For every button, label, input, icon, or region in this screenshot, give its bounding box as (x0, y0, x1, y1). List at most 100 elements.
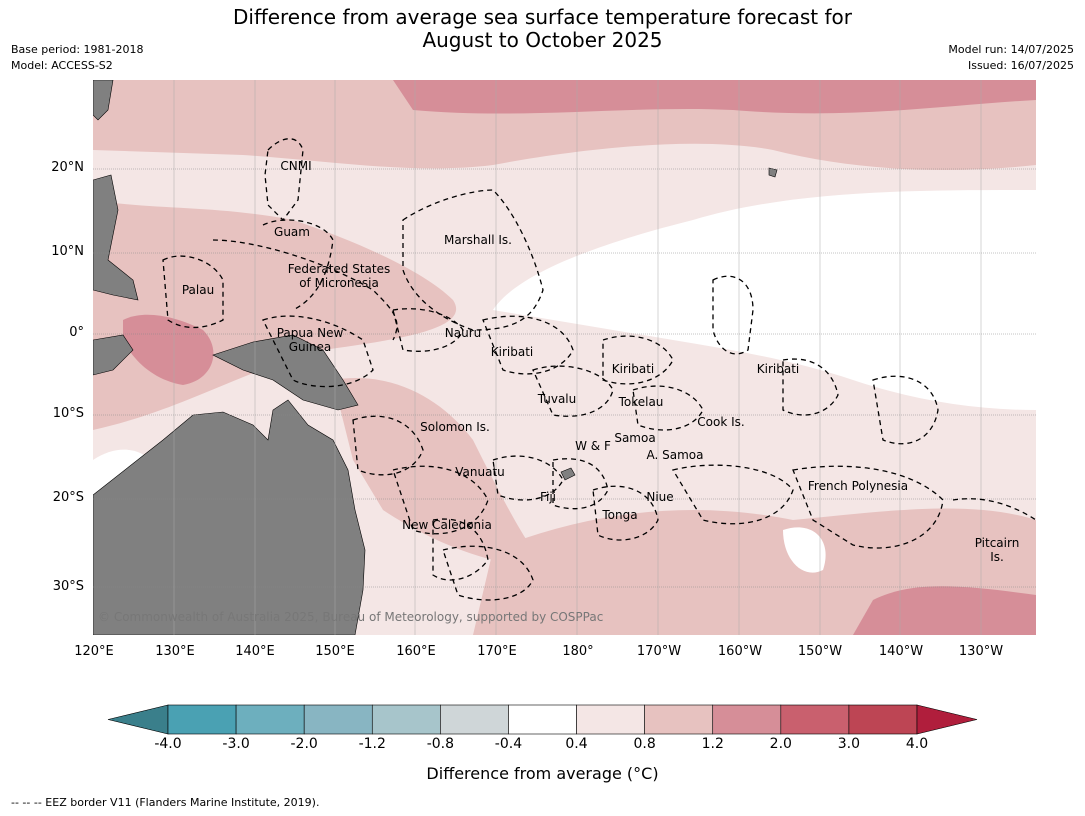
colorbar-extend-low (107, 704, 169, 735)
place-vanuatu: Vanuatu (455, 465, 505, 479)
place-marshall-islands: Marshall Is. (444, 233, 512, 247)
lon-label-120e: 120°E (74, 644, 114, 659)
title-line-1: Difference from average sea surface temp… (232, 5, 852, 29)
place-png-line1: Papua New (276, 326, 344, 340)
model-name: Model: ACCESS-S2 (11, 59, 113, 72)
lat-label-10s: 10°S (52, 406, 84, 421)
lon-label-150w: 150°W (797, 644, 843, 659)
place-american-samoa: A. Samoa (646, 448, 704, 462)
land-philippines (93, 80, 139, 301)
neutral-region-east-patch (783, 527, 826, 573)
lon-label-130e: 130°E (155, 644, 195, 659)
meta-right: Model run: 14/07/2025 Issued: 16/07/2025 (948, 42, 1074, 74)
colorbar-tick-label: 1.2 (701, 736, 724, 752)
place-wallis-futuna: W & F (575, 439, 611, 453)
colorbar-tick-label: 4.0 (905, 736, 929, 752)
lat-label-0: 0° (69, 325, 84, 340)
place-tuvalu: Tuvalu (537, 392, 577, 406)
place-pitcairn: Pitcairn Is. (975, 536, 1020, 564)
colorbar-segment (371, 704, 441, 735)
colorbar-tick-label: -1.2 (358, 736, 386, 752)
colorbar-segment (235, 704, 305, 735)
eez-legend-note: -- -- -- EEZ border V11 (Flanders Marine… (11, 796, 320, 809)
colorbar-segment (712, 704, 782, 735)
land-hawaii (768, 167, 778, 178)
place-tonga: Tonga (602, 508, 638, 522)
land-fiji (560, 467, 576, 481)
colorbar-tick-label: 0.4 (565, 736, 588, 752)
meta-left: Base period: 1981-2018 Model: ACCESS-S2 (11, 42, 143, 74)
sst-anomaly-map (93, 80, 1036, 635)
colorbar-segment (576, 704, 645, 735)
base-period: Base period: 1981-2018 (11, 43, 144, 56)
colorbar-segment (848, 704, 918, 735)
place-kiribati-east: Kiribati (756, 362, 800, 376)
colorbar-tick-label: 3.0 (837, 736, 861, 752)
place-tokelau: Tokelau (618, 395, 664, 409)
map-title: Difference from average sea surface temp… (0, 6, 1085, 52)
lon-label-140e: 140°E (235, 644, 275, 659)
anomaly-region-south-strong (853, 586, 1036, 635)
colorbar-segment (508, 704, 577, 735)
colorbar-tick-label: 2.0 (769, 736, 792, 752)
lat-label-20s: 20°S (52, 490, 84, 505)
colorbar-segment (167, 704, 237, 735)
place-cnmi: CNMI (280, 159, 312, 173)
model-run: Model run: 14/07/2025 (948, 43, 1074, 56)
eez-borders (162, 138, 1036, 601)
place-cook-islands: Cook Is. (697, 415, 745, 429)
place-fiji: Fiji (539, 490, 557, 504)
colorbar-segment (644, 704, 714, 735)
lon-label-160w: 160°W (717, 644, 763, 659)
lon-label-160e: 160°E (396, 644, 436, 659)
colorbar-tick-label: -2.0 (290, 736, 318, 752)
anomaly-region-north-strong (393, 80, 1036, 114)
land-sulawesi (93, 334, 134, 376)
colorbar-label: Difference from average (°C) (426, 764, 659, 783)
colorbar (107, 704, 978, 735)
place-nauru: Nauru (444, 326, 482, 340)
lon-label-170e: 170°E (477, 644, 517, 659)
colorbar-segment (303, 704, 373, 735)
issued-date: Issued: 16/07/2025 (967, 59, 1074, 72)
place-pitcairn-line2: Is. (990, 550, 1004, 564)
title-line-2: August to October 2025 (422, 28, 663, 52)
place-niue: Niue (646, 490, 674, 504)
anomaly-region-coral-sea (333, 378, 533, 560)
lon-label-140w: 140°W (878, 644, 924, 659)
colorbar-segment (780, 704, 850, 735)
lon-label-150e: 150°E (315, 644, 355, 659)
colorbar-tick-label: -0.8 (426, 736, 455, 752)
place-samoa: Samoa (614, 431, 656, 445)
land-australia (93, 399, 366, 635)
neutral-region-north-east (493, 190, 1036, 410)
lon-label-170w: 170°W (636, 644, 682, 659)
place-guam: Guam (274, 225, 310, 239)
lat-label-20n: 20°N (51, 160, 84, 175)
lon-label-130w: 130°W (958, 644, 1004, 659)
place-papua-new-guinea: Papua New Guinea (277, 326, 344, 354)
colorbar-tick-label: -3.0 (222, 736, 250, 752)
place-png-line2: Guinea (288, 340, 332, 354)
anomaly-region-indonesia (123, 314, 214, 385)
lon-label-180: 180° (562, 644, 594, 659)
place-micronesia: Federated States of Micronesia (288, 262, 390, 290)
lat-label-10n: 10°N (51, 244, 84, 259)
place-palau: Palau (181, 283, 215, 297)
place-new-caledonia: New Caledonia (402, 518, 492, 532)
land-new-guinea (212, 334, 359, 411)
place-solomon-islands: Solomon Is. (420, 420, 490, 434)
colorbar-tick-label: -4.0 (154, 736, 182, 752)
colorbar-segment (440, 704, 509, 735)
place-kiribati-west: Kiribati (490, 345, 534, 359)
place-kiribati-central: Kiribati (611, 362, 655, 376)
copyright-notice: © Commonwealth of Australia 2025, Bureau… (98, 610, 604, 624)
colorbar-tick-label: -0.4 (494, 736, 523, 752)
place-micronesia-line2: of Micronesia (299, 276, 379, 290)
place-micronesia-line1: Federated States (287, 262, 391, 276)
lat-label-30s: 30°S (52, 579, 84, 594)
place-pitcairn-line1: Pitcairn (974, 536, 1020, 550)
colorbar-tick-label: 0.8 (633, 736, 656, 752)
place-french-polynesia: French Polynesia (807, 479, 909, 493)
meridians (173, 80, 982, 635)
